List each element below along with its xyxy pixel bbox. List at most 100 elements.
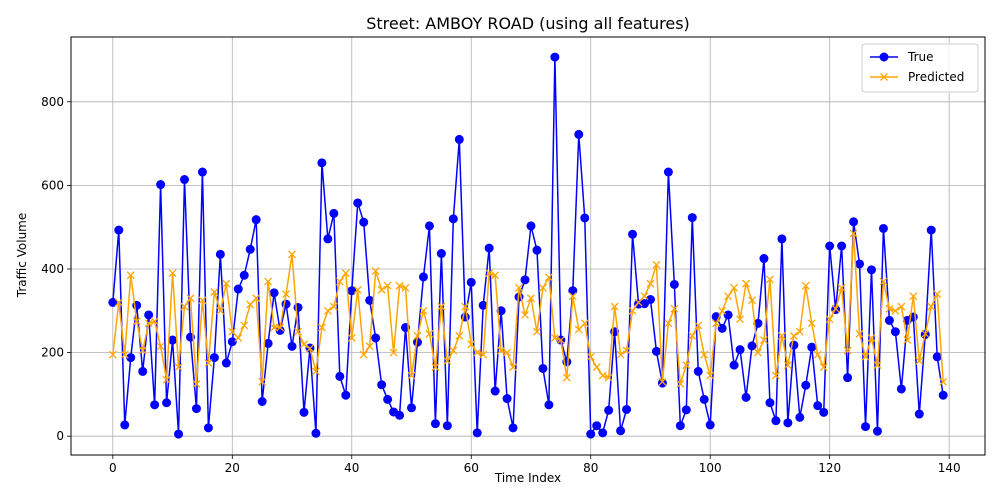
data-point bbox=[431, 363, 440, 372]
data-point bbox=[264, 277, 273, 286]
x-tick-label: 20 bbox=[225, 461, 240, 475]
data-point bbox=[538, 363, 548, 373]
x-tick-label: 100 bbox=[699, 461, 722, 475]
data-point bbox=[651, 346, 661, 356]
data-point bbox=[681, 405, 691, 415]
data-point bbox=[837, 241, 847, 251]
data-point bbox=[604, 373, 613, 382]
data-point bbox=[353, 285, 362, 294]
data-point bbox=[222, 279, 231, 288]
data-point bbox=[837, 283, 846, 292]
data-point bbox=[436, 249, 446, 259]
data-point bbox=[592, 421, 602, 431]
data-point bbox=[216, 306, 225, 315]
data-point bbox=[610, 302, 619, 311]
data-point bbox=[748, 296, 756, 305]
data-point bbox=[473, 348, 482, 357]
data-point bbox=[108, 297, 118, 307]
data-point bbox=[448, 214, 458, 224]
data-point bbox=[783, 418, 793, 428]
data-point bbox=[335, 277, 344, 286]
data-point bbox=[509, 363, 518, 372]
data-point bbox=[742, 279, 751, 288]
y-tick-label: 600 bbox=[41, 178, 64, 192]
data-point bbox=[114, 225, 124, 235]
data-point bbox=[443, 356, 452, 365]
data-point bbox=[251, 215, 261, 225]
data-point bbox=[562, 373, 571, 382]
data-point bbox=[371, 333, 381, 343]
data-point bbox=[544, 400, 554, 410]
data-point bbox=[586, 429, 596, 439]
data-point bbox=[880, 73, 888, 81]
data-point bbox=[520, 275, 530, 285]
data-point bbox=[485, 269, 494, 278]
data-point bbox=[317, 323, 326, 332]
data-point bbox=[699, 394, 709, 404]
x-axis-label: Time Index bbox=[494, 471, 561, 485]
data-point bbox=[861, 352, 870, 361]
data-point bbox=[455, 331, 464, 340]
data-point bbox=[866, 265, 876, 275]
data-point bbox=[479, 350, 488, 359]
data-point bbox=[502, 394, 512, 404]
data-point bbox=[580, 213, 590, 223]
data-point bbox=[939, 377, 948, 386]
data-point bbox=[526, 221, 536, 231]
data-point bbox=[335, 371, 345, 381]
data-point bbox=[777, 234, 787, 244]
data-point bbox=[305, 344, 314, 353]
data-point bbox=[377, 380, 387, 390]
data-point bbox=[890, 327, 900, 337]
data-point bbox=[491, 271, 500, 280]
data-point bbox=[735, 345, 745, 355]
data-point bbox=[150, 400, 160, 410]
data-point bbox=[299, 407, 309, 417]
data-point bbox=[724, 292, 733, 301]
data-point bbox=[377, 285, 386, 294]
data-point bbox=[849, 229, 858, 238]
data-point bbox=[777, 331, 786, 340]
data-point bbox=[813, 401, 823, 411]
data-point bbox=[658, 377, 667, 386]
data-point bbox=[515, 283, 523, 292]
data-point bbox=[221, 358, 231, 368]
data-point bbox=[616, 426, 626, 436]
data-point bbox=[687, 213, 697, 223]
data-point bbox=[801, 380, 811, 390]
data-point bbox=[825, 315, 834, 324]
data-point bbox=[144, 310, 154, 320]
data-point bbox=[424, 221, 434, 231]
data-point bbox=[789, 331, 798, 340]
data-point bbox=[932, 352, 942, 362]
data-point bbox=[162, 398, 172, 408]
y-tick-label: 800 bbox=[41, 95, 64, 109]
data-point bbox=[120, 420, 130, 430]
data-point bbox=[150, 317, 159, 326]
data-point bbox=[771, 371, 780, 380]
y-tick-label: 200 bbox=[41, 346, 64, 360]
data-point bbox=[215, 249, 225, 259]
data-point bbox=[706, 371, 715, 380]
data-point bbox=[640, 292, 649, 301]
data-point bbox=[879, 52, 889, 62]
data-point bbox=[407, 371, 416, 380]
data-point bbox=[365, 342, 374, 351]
data-point bbox=[819, 363, 828, 372]
data-point bbox=[670, 304, 679, 313]
data-point bbox=[258, 377, 267, 386]
data-point bbox=[616, 350, 625, 359]
data-point bbox=[419, 306, 428, 315]
data-point bbox=[197, 167, 207, 177]
data-point bbox=[550, 334, 559, 342]
series-predicted bbox=[108, 229, 948, 388]
data-point bbox=[407, 403, 417, 413]
data-point bbox=[669, 279, 679, 289]
series-line bbox=[112, 56, 944, 435]
x-tick-label: 60 bbox=[464, 461, 479, 475]
data-point bbox=[700, 350, 709, 359]
data-point bbox=[300, 340, 308, 349]
data-point bbox=[413, 331, 422, 340]
data-point bbox=[622, 346, 631, 355]
